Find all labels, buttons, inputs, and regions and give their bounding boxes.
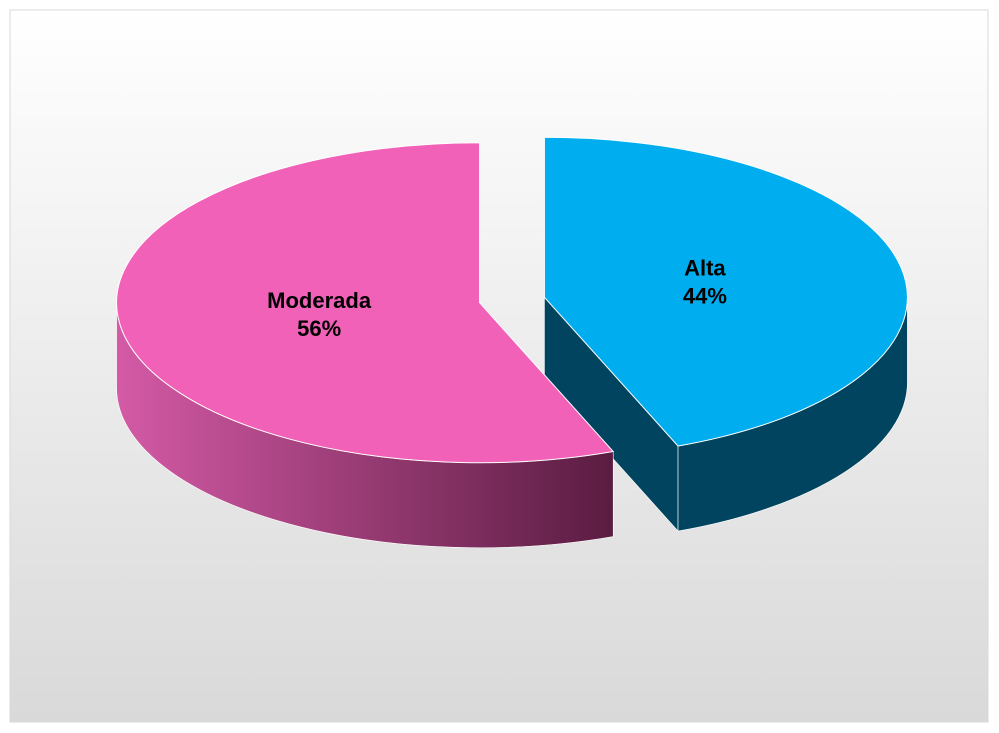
data-label-category: Alta [684, 256, 726, 281]
data-label-value: 56% [297, 316, 341, 341]
slice [543, 136, 908, 447]
data-label-value: 44% [683, 284, 727, 309]
slice [116, 142, 615, 464]
data-label-category: Moderada [267, 288, 372, 313]
